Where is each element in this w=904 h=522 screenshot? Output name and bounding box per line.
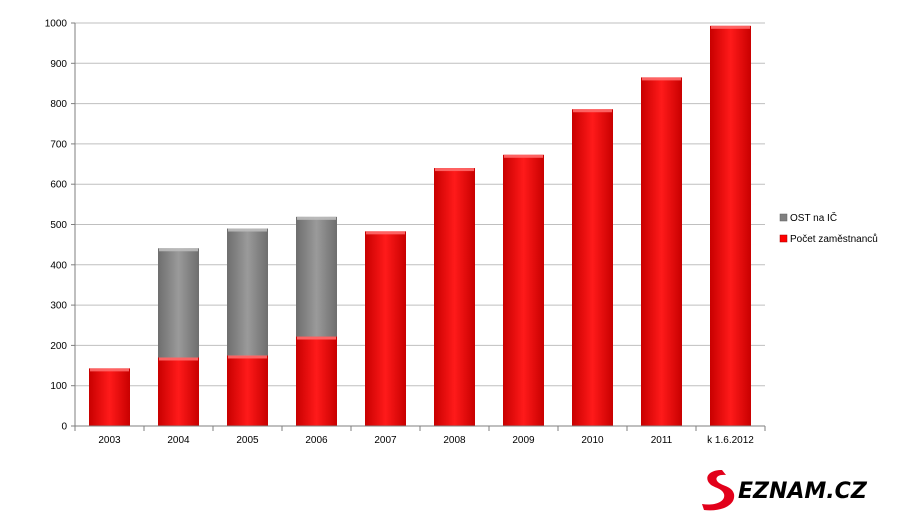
x-axis-ticks: 2003 2004 2005 2006 2007 2008 2009 2010 2011 k 1.… (74, 426, 766, 446)
y-tick-label: 1000 (45, 19, 68, 30)
bar-pocet-zamestnancu (227, 355, 268, 426)
y-tick-label: 900 (50, 59, 67, 70)
bar-highlight (90, 368, 129, 372)
y-tick-label: 200 (50, 341, 67, 352)
y-tick-label: 0 (61, 422, 67, 433)
bar-highlight (159, 248, 198, 252)
bar-highlight (504, 154, 543, 158)
legend-label: Počet zaměstnanců (790, 233, 878, 245)
x-tick-label: 2006 (305, 435, 328, 446)
bar-highlight (228, 228, 267, 232)
bar-highlight (366, 231, 405, 235)
bar-pocet-zamestnancu (641, 77, 682, 426)
bar-highlight (642, 77, 681, 81)
bar-pocet-zamestnancu (503, 154, 544, 426)
bar-pocet-zamestnancu (89, 368, 130, 426)
y-tick-label: 600 (50, 180, 67, 191)
x-tick-label: 2007 (374, 435, 397, 446)
bars (89, 25, 751, 427)
seznam-logo: EZNAM.CZ (702, 470, 868, 511)
bar-pocet-zamestnancu (710, 25, 751, 427)
bar-highlight (297, 216, 336, 220)
y-tick-label: 300 (50, 301, 67, 312)
y-tick-label: 800 (50, 99, 67, 110)
x-tick-label: 2003 (98, 435, 121, 446)
legend-swatch (779, 234, 788, 243)
bar-highlight (297, 336, 336, 340)
x-tick-label: 2005 (236, 435, 259, 446)
x-tick-label: 2009 (512, 435, 535, 446)
bar-pocet-zamestnancu (296, 336, 337, 426)
bar-highlight (573, 109, 612, 113)
bar-highlight (228, 355, 267, 359)
bar-highlight (159, 357, 198, 361)
y-tick-label: 700 (50, 139, 67, 150)
bar-highlight (711, 25, 750, 29)
legend: OST na IČ Počet zaměstnanců (779, 211, 878, 245)
logo-text: EZNAM.CZ (738, 479, 868, 504)
bar-ost-na-ic (296, 216, 337, 337)
bar-pocet-zamestnancu (365, 231, 406, 426)
bar-pocet-zamestnancu (434, 168, 475, 426)
legend-swatch (779, 213, 788, 222)
x-tick-label: 2010 (581, 435, 604, 446)
y-tick-label: 100 (50, 381, 67, 392)
bar-ost-na-ic (227, 228, 268, 356)
y-axis-ticks: 0 100 200 300 400 500 600 700 800 900 1000 (45, 19, 75, 433)
y-tick-label: 500 (50, 220, 67, 231)
x-tick-label: k 1.6.2012 (707, 435, 754, 446)
legend-label: OST na IČ (790, 211, 837, 224)
x-tick-label: 2004 (167, 435, 190, 446)
logo-s-mark (702, 470, 735, 511)
bar-ost-na-ic (158, 248, 199, 358)
y-tick-label: 400 (50, 260, 67, 271)
x-tick-label: 2008 (443, 435, 466, 446)
x-tick-label: 2011 (651, 435, 673, 446)
bar-pocet-zamestnancu (572, 109, 613, 426)
bar-highlight (435, 168, 474, 172)
bar-pocet-zamestnancu (158, 357, 199, 426)
